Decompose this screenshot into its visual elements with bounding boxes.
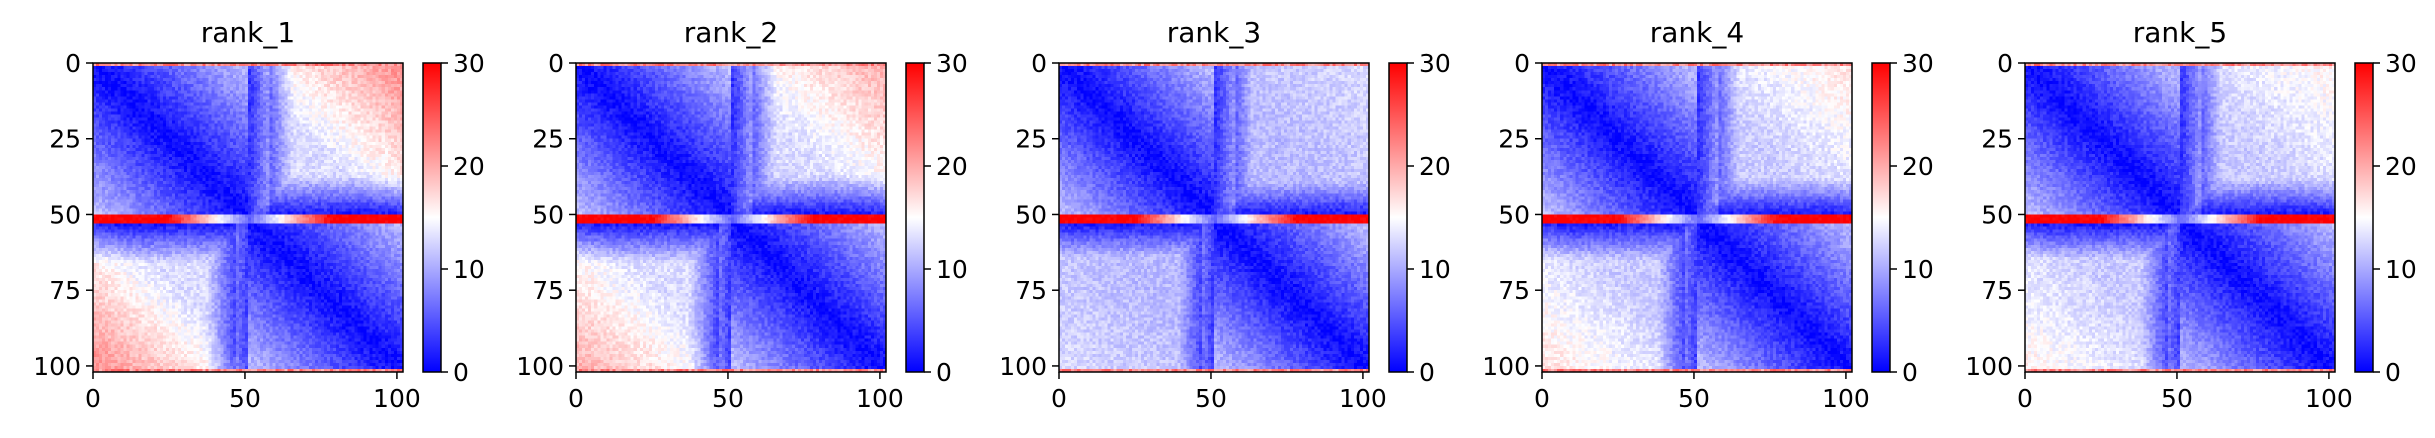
colorbar bbox=[1388, 62, 1408, 373]
y-tick-label: 100 bbox=[516, 352, 564, 381]
y-tick-label: 75 bbox=[1498, 276, 1530, 305]
colorbar-tick-label: 30 bbox=[2385, 49, 2417, 78]
y-tick-label: 0 bbox=[1031, 49, 1047, 78]
colorbar-tick-label: 10 bbox=[1902, 255, 1934, 284]
colorbar-tick-label: 20 bbox=[1419, 152, 1451, 181]
y-tick-label: 50 bbox=[1981, 200, 2013, 229]
colorbar bbox=[905, 62, 925, 373]
colorbar-tick-label: 30 bbox=[936, 49, 968, 78]
x-tick-label: 0 bbox=[568, 384, 584, 413]
x-tick-label: 0 bbox=[2017, 384, 2033, 413]
y-tick-label: 100 bbox=[1965, 352, 2013, 381]
y-tick-label: 0 bbox=[1514, 49, 1530, 78]
x-tick-label: 50 bbox=[1195, 384, 1227, 413]
x-tick-label: 0 bbox=[1534, 384, 1550, 413]
axes-frame bbox=[1058, 62, 1370, 373]
x-tick-label: 100 bbox=[2305, 384, 2353, 413]
y-tick-label: 50 bbox=[1015, 200, 1047, 229]
panel-title: rank_5 bbox=[2133, 16, 2227, 49]
y-tick-label: 25 bbox=[1981, 125, 2013, 154]
x-tick-label: 50 bbox=[2161, 384, 2193, 413]
y-tick-label: 0 bbox=[548, 49, 564, 78]
axes-frame bbox=[2024, 62, 2336, 373]
panel-title: rank_3 bbox=[1167, 16, 1261, 49]
y-tick-label: 25 bbox=[532, 125, 564, 154]
x-tick-label: 50 bbox=[712, 384, 744, 413]
axes-frame bbox=[1541, 62, 1853, 373]
colorbar bbox=[422, 62, 442, 373]
colorbar-tick-label: 20 bbox=[1902, 152, 1934, 181]
colorbar-tick-label: 10 bbox=[936, 255, 968, 284]
y-tick-label: 25 bbox=[1498, 125, 1530, 154]
y-tick-label: 50 bbox=[1498, 200, 1530, 229]
heatmap-cells bbox=[1059, 63, 1369, 372]
heatmap-cells bbox=[576, 63, 886, 372]
y-tick-label: 0 bbox=[1997, 49, 2013, 78]
heatmap-cells bbox=[93, 63, 403, 372]
heatmap-cells bbox=[1542, 63, 1852, 372]
colorbar-tick-label: 30 bbox=[453, 49, 485, 78]
heatmap-cells bbox=[2025, 63, 2335, 372]
x-tick-label: 100 bbox=[373, 384, 421, 413]
y-tick-label: 0 bbox=[65, 49, 81, 78]
colorbar bbox=[2354, 62, 2374, 373]
y-tick-label: 100 bbox=[999, 352, 1047, 381]
y-tick-label: 75 bbox=[1981, 276, 2013, 305]
panel-title: rank_1 bbox=[201, 16, 295, 49]
y-tick-label: 25 bbox=[49, 125, 81, 154]
colorbar-tick-label: 0 bbox=[1902, 358, 1918, 387]
y-tick-label: 75 bbox=[532, 276, 564, 305]
x-tick-label: 0 bbox=[1051, 384, 1067, 413]
x-tick-label: 100 bbox=[856, 384, 904, 413]
x-tick-label: 50 bbox=[1678, 384, 1710, 413]
axes-frame bbox=[575, 62, 887, 373]
x-tick-label: 100 bbox=[1822, 384, 1870, 413]
colorbar-tick-label: 30 bbox=[1902, 49, 1934, 78]
axes-frame bbox=[92, 62, 404, 373]
colorbar-tick-label: 0 bbox=[936, 358, 952, 387]
panel-title: rank_2 bbox=[684, 16, 778, 49]
colorbar-tick-label: 20 bbox=[936, 152, 968, 181]
colorbar-tick-label: 0 bbox=[1419, 358, 1435, 387]
y-tick-label: 100 bbox=[1482, 352, 1530, 381]
y-tick-label: 50 bbox=[49, 200, 81, 229]
colorbar-tick-label: 20 bbox=[453, 152, 485, 181]
colorbar-tick-label: 10 bbox=[1419, 255, 1451, 284]
colorbar-tick-label: 10 bbox=[453, 255, 485, 284]
colorbar bbox=[1871, 62, 1891, 373]
colorbar-tick-label: 0 bbox=[453, 358, 469, 387]
y-tick-label: 50 bbox=[532, 200, 564, 229]
colorbar-tick-label: 20 bbox=[2385, 152, 2417, 181]
panel-title: rank_4 bbox=[1650, 16, 1744, 49]
x-tick-label: 50 bbox=[229, 384, 261, 413]
colorbar-tick-label: 30 bbox=[1419, 49, 1451, 78]
y-tick-label: 75 bbox=[49, 276, 81, 305]
y-tick-label: 25 bbox=[1015, 125, 1047, 154]
x-tick-label: 0 bbox=[85, 384, 101, 413]
x-tick-label: 100 bbox=[1339, 384, 1387, 413]
colorbar-tick-label: 10 bbox=[2385, 255, 2417, 284]
colorbar-tick-label: 0 bbox=[2385, 358, 2401, 387]
y-tick-label: 100 bbox=[33, 352, 81, 381]
y-tick-label: 75 bbox=[1015, 276, 1047, 305]
